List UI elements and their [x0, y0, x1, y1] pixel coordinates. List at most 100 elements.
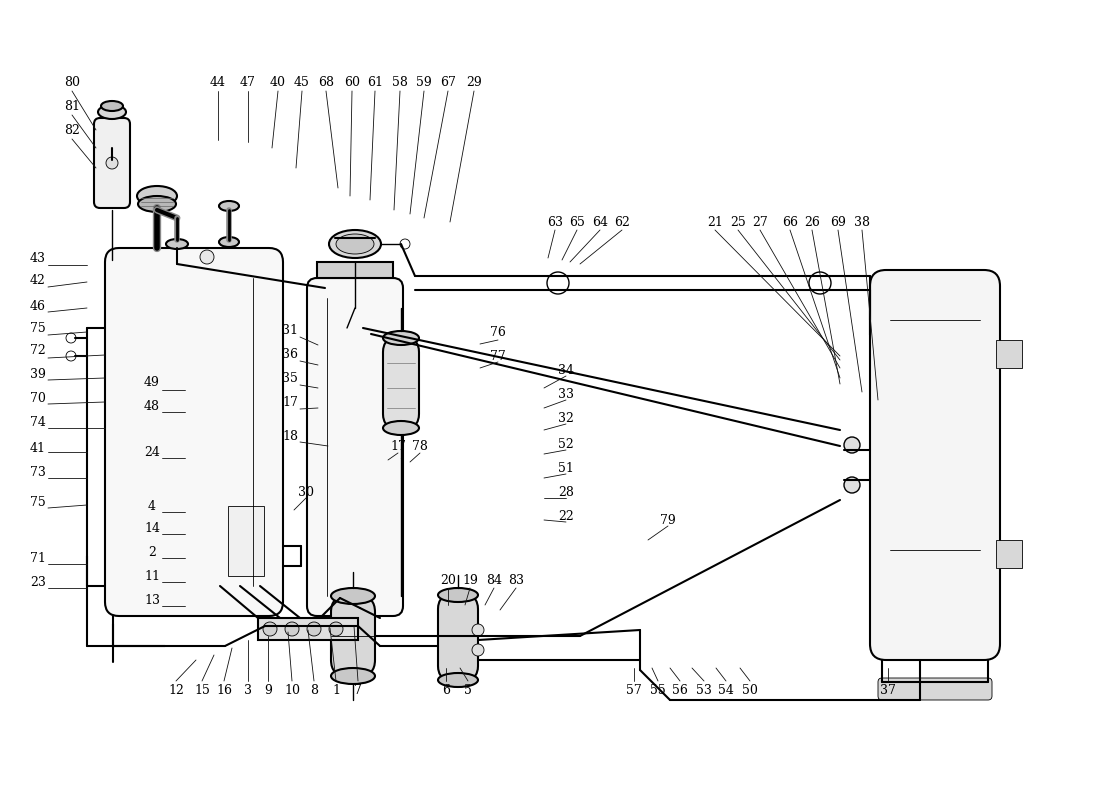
Text: 44: 44 [210, 75, 225, 89]
Circle shape [329, 622, 343, 636]
Bar [228, 506, 264, 576]
Text: 10: 10 [284, 683, 300, 697]
Text: 15: 15 [194, 683, 210, 697]
FancyBboxPatch shape [94, 118, 130, 208]
Text: 12: 12 [168, 683, 184, 697]
Text: 16: 16 [216, 683, 232, 697]
Text: 73: 73 [30, 466, 46, 478]
Text: 11: 11 [144, 570, 159, 582]
Text: 27: 27 [752, 215, 768, 229]
Ellipse shape [138, 186, 177, 206]
Text: 28: 28 [558, 486, 574, 498]
Ellipse shape [219, 201, 239, 211]
Text: 17: 17 [282, 395, 298, 409]
Text: 51: 51 [558, 462, 574, 474]
Text: 4: 4 [148, 499, 156, 513]
Text: 41: 41 [30, 442, 46, 454]
Text: 2: 2 [148, 546, 156, 558]
Bar [996, 540, 1022, 568]
Ellipse shape [331, 588, 375, 604]
Circle shape [66, 333, 76, 343]
Text: 83: 83 [508, 574, 524, 586]
Text: 21: 21 [707, 215, 723, 229]
Circle shape [808, 272, 830, 294]
Text: 17: 17 [390, 439, 406, 453]
FancyBboxPatch shape [438, 595, 478, 680]
FancyBboxPatch shape [331, 596, 375, 676]
Text: 50: 50 [742, 683, 758, 697]
Text: 56: 56 [672, 683, 688, 697]
Circle shape [472, 624, 484, 636]
Text: 63: 63 [547, 215, 563, 229]
Text: 57: 57 [626, 683, 642, 697]
Circle shape [472, 644, 484, 656]
Circle shape [844, 437, 860, 453]
Text: 36: 36 [282, 347, 298, 361]
Text: 77: 77 [491, 350, 506, 362]
Text: 54: 54 [718, 683, 734, 697]
Text: 58: 58 [392, 75, 408, 89]
Ellipse shape [138, 196, 176, 212]
FancyBboxPatch shape [383, 338, 419, 428]
Ellipse shape [329, 230, 381, 258]
Text: 24: 24 [144, 446, 159, 458]
Text: 22: 22 [558, 510, 574, 522]
Text: 13: 13 [144, 594, 159, 606]
Text: 67: 67 [440, 75, 455, 89]
Text: 8: 8 [310, 683, 318, 697]
Text: 82: 82 [64, 123, 80, 137]
Text: 70: 70 [30, 391, 46, 405]
Text: 48: 48 [144, 399, 159, 413]
Text: 1: 1 [332, 683, 340, 697]
Text: 40: 40 [270, 75, 286, 89]
Circle shape [547, 272, 569, 294]
FancyBboxPatch shape [870, 270, 1000, 660]
FancyBboxPatch shape [878, 678, 992, 700]
Ellipse shape [336, 234, 374, 254]
Ellipse shape [383, 331, 419, 345]
Circle shape [307, 622, 321, 636]
Text: 43: 43 [30, 251, 46, 265]
Text: 62: 62 [614, 215, 630, 229]
Text: 26: 26 [804, 215, 820, 229]
Text: 29: 29 [466, 75, 482, 89]
Text: 68: 68 [318, 75, 334, 89]
Circle shape [263, 622, 277, 636]
Text: 47: 47 [240, 75, 256, 89]
Text: 18: 18 [282, 430, 298, 442]
Ellipse shape [438, 673, 478, 687]
Text: 75: 75 [30, 495, 46, 509]
Ellipse shape [166, 239, 188, 249]
Ellipse shape [101, 101, 123, 111]
Text: 19: 19 [462, 574, 477, 586]
FancyBboxPatch shape [307, 278, 403, 616]
Text: 31: 31 [282, 323, 298, 337]
Text: 79: 79 [660, 514, 675, 526]
Circle shape [844, 477, 860, 493]
Text: 20: 20 [440, 574, 455, 586]
Circle shape [200, 250, 214, 264]
Text: 75: 75 [30, 322, 46, 334]
Text: 78: 78 [412, 439, 428, 453]
Circle shape [66, 351, 76, 361]
FancyBboxPatch shape [104, 248, 283, 616]
Text: 46: 46 [30, 299, 46, 313]
Ellipse shape [219, 237, 239, 247]
Text: 55: 55 [650, 683, 666, 697]
Text: 32: 32 [558, 411, 574, 425]
Text: 52: 52 [558, 438, 574, 450]
Text: 39: 39 [30, 367, 46, 381]
Text: 84: 84 [486, 574, 502, 586]
Text: 7: 7 [354, 683, 362, 697]
Text: 42: 42 [30, 274, 46, 286]
Bar [317, 262, 393, 278]
Text: 64: 64 [592, 215, 608, 229]
Text: 6: 6 [442, 683, 450, 697]
Text: 65: 65 [569, 215, 585, 229]
Text: 14: 14 [144, 522, 159, 534]
Circle shape [400, 239, 410, 249]
Circle shape [106, 157, 118, 169]
Text: 37: 37 [880, 683, 895, 697]
Ellipse shape [438, 588, 478, 602]
Bar [996, 340, 1022, 368]
